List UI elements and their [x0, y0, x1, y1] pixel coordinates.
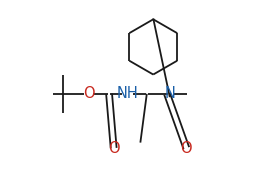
Text: O: O	[83, 86, 94, 101]
Text: NH: NH	[116, 86, 138, 101]
Text: O: O	[181, 141, 192, 156]
Text: N: N	[164, 86, 175, 101]
Text: O: O	[108, 141, 119, 156]
